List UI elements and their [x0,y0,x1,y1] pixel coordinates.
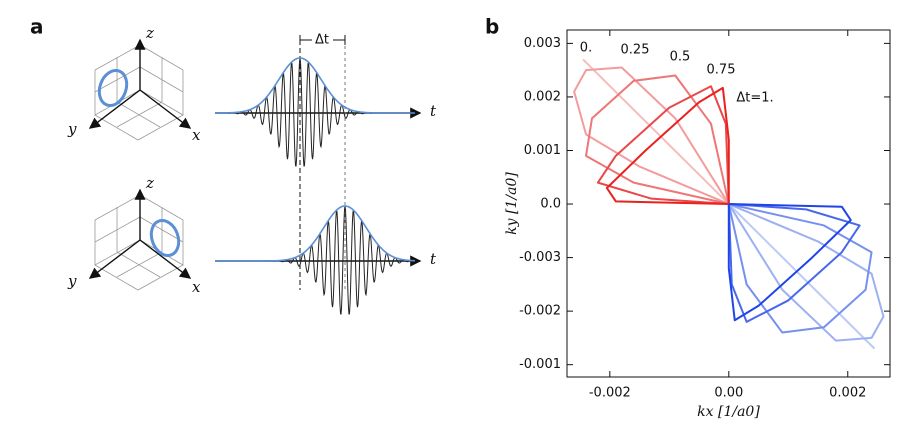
curve [605,86,730,206]
axis-label: y [67,272,77,290]
envelope [215,205,416,262]
x-tick-label: 0.002 [829,386,866,401]
curve [727,203,861,323]
delay-label: Δt [315,33,329,48]
axis-label: z [145,24,154,42]
y-tick-label: 0.0 [540,197,561,212]
panel-label: a [30,15,44,39]
axis-label: x [192,126,201,144]
axis-label: t [430,250,437,268]
panel-label: b [485,15,499,39]
curve-label: 0.25 [621,43,650,58]
y-axis-label: ky [1/a0] [504,172,520,235]
axis-label: x [192,278,201,296]
curve [585,74,730,206]
axis-label: t [430,102,437,120]
curve-label: 0. [580,41,592,56]
envelope [214,57,415,114]
curve [728,203,876,350]
curve-label: 0.5 [670,50,691,65]
curve-label: Δt=1. [736,91,773,106]
y-tick-label: 0.002 [524,89,561,104]
y-tick-label: 0.003 [524,36,561,51]
curve [582,58,730,205]
axes-3d [88,188,192,291]
curve-label: 0.75 [707,63,736,78]
curve [596,85,730,206]
y-tick-label: -0.001 [519,357,561,372]
x-axis-label: kx [1/a0] [697,404,760,420]
y-tick-label: -0.002 [519,304,561,319]
axis-label: z [145,174,154,192]
x-tick-label: -0.002 [589,386,631,401]
pulses [214,57,416,315]
curve [727,203,852,322]
axes-3d [88,38,192,141]
curve [727,203,873,334]
y-tick-label: 0.001 [524,143,561,158]
delay-bracket [299,35,346,45]
x-tick-label: 0.00 [714,386,743,401]
axis-label: y [67,120,77,138]
y-tick-label: -0.003 [519,250,561,265]
